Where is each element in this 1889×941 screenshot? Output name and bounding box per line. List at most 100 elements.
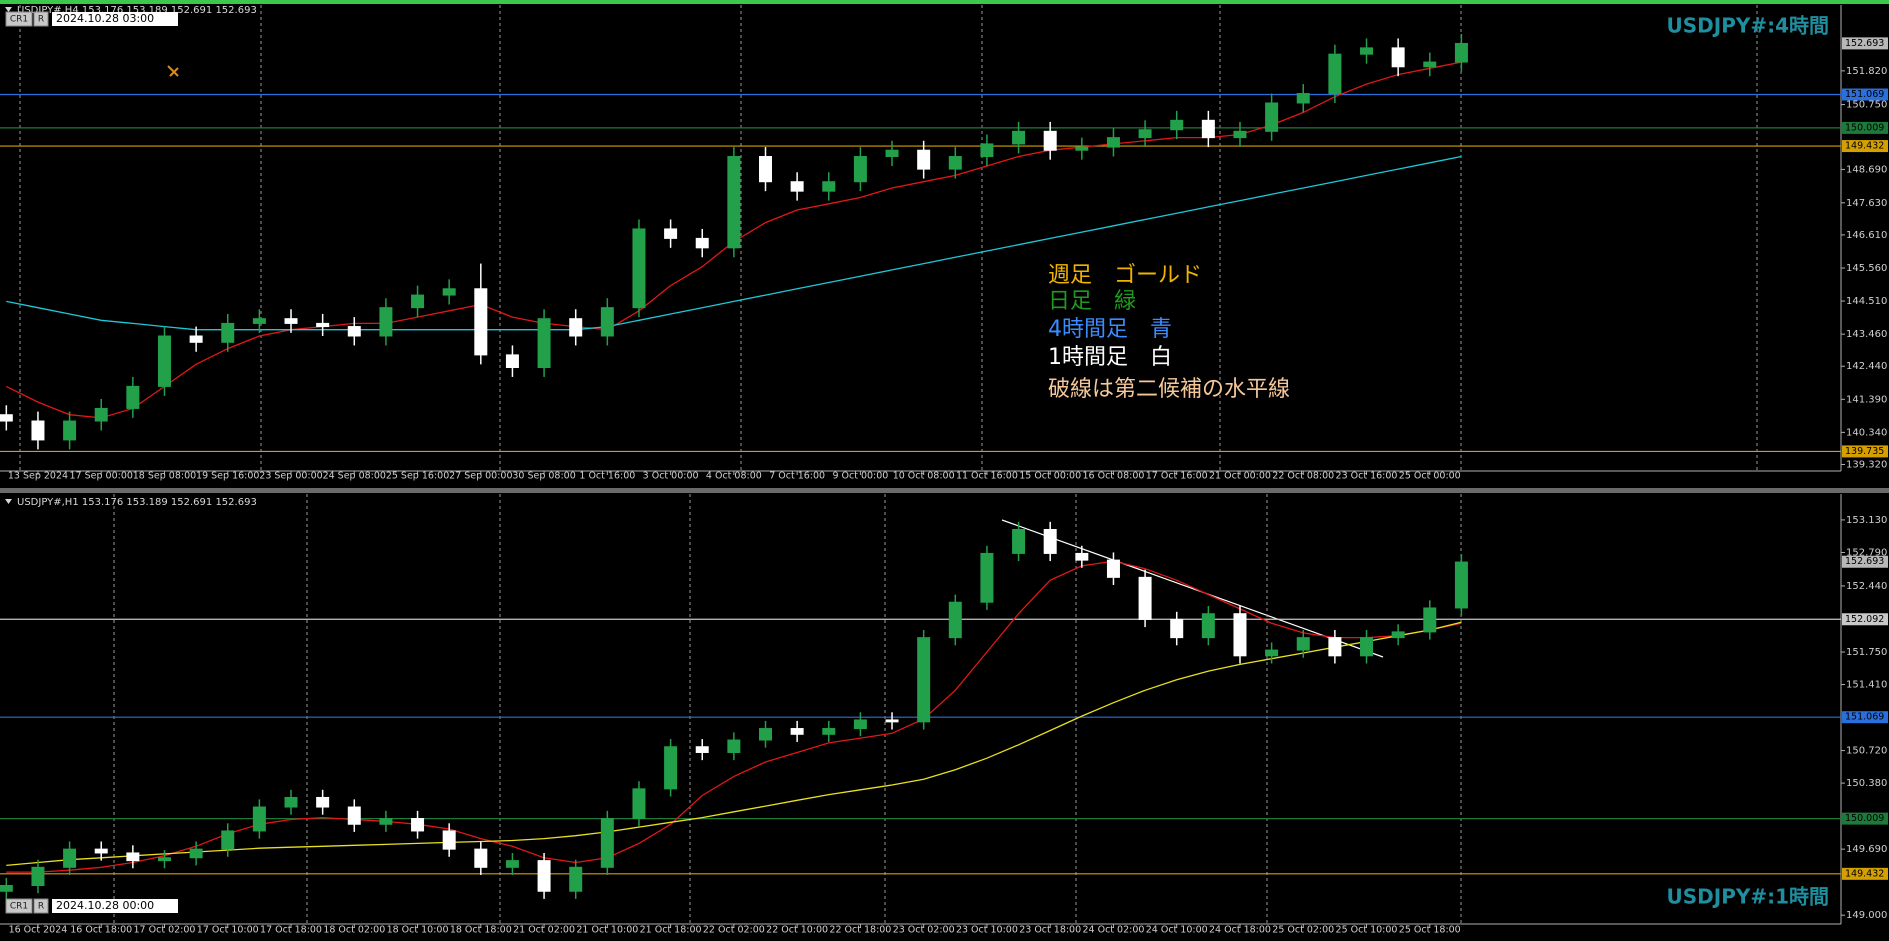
candle-body [948,601,962,639]
candle-body [1043,528,1057,554]
level-label: 150.009 [1845,813,1884,824]
x-tick-label: 25 Oct 02:00 [1272,925,1334,936]
level-tag [1842,812,1888,825]
candle-body [695,746,709,753]
x-tick-label: 22 Oct 18:00 [829,925,891,936]
candle-body [600,307,614,337]
level-label: 152.092 [1845,614,1884,625]
x-tick-label: 23 Sep 00:00 [259,471,322,482]
date-box [52,12,178,26]
candle-body [379,307,393,337]
candle-body [1201,119,1215,139]
candle-body [1265,649,1279,657]
candle-body [63,848,77,868]
y-tick-label: 145.560 [1846,263,1887,274]
candle-body [505,860,519,868]
candle-body [727,156,741,249]
x-tick-label: 17 Sep 00:00 [70,471,133,482]
toolbar-button-label[interactable]: R [38,902,44,912]
candle-body [474,288,488,356]
x-tick-label: 18 Sep 08:00 [133,471,196,482]
x-tick-label: 18 Oct 18:00 [450,925,512,936]
current-price-tag [1842,555,1888,568]
annotation: 週足 ゴールド [1048,263,1202,288]
candle-body [917,637,931,723]
candle-body [1043,130,1057,151]
candle-body [980,552,994,603]
candle-body [1138,576,1152,620]
candle-body [94,848,108,854]
toolbar-button [5,11,33,27]
collapse-arrow [5,7,12,12]
level-label: 150.009 [1845,122,1884,133]
candle-body [948,156,962,170]
y-tick-label: 148.690 [1846,164,1887,175]
x-tick-label: 19 Sep 16:00 [196,471,259,482]
x-tick-label: 23 Oct 02:00 [893,925,955,936]
candle-body [379,818,393,825]
x-tick-label: 24 Oct 02:00 [1082,925,1144,936]
candle-body [1328,53,1342,95]
level-label: 149.432 [1845,868,1884,879]
y-tick-label: 146.610 [1846,230,1887,241]
level-tag [1842,88,1888,101]
toolbar-button-label[interactable]: CR1 [10,902,28,912]
candle-body [31,420,45,441]
candle-body [252,318,266,324]
x-tick-label: 23 Oct 10:00 [956,925,1018,936]
y-tick-label: 150.380 [1846,778,1887,789]
toolbar-button-label[interactable]: CR1 [10,15,28,25]
level-tag [1842,711,1888,724]
candle-body [1012,130,1026,145]
candle-body [1233,613,1247,657]
candle-body [1012,528,1026,554]
x-tick-label: 21 Oct 00:00 [1209,471,1271,482]
candle-body [252,806,266,832]
candle-body [316,796,330,808]
candle-body [600,818,614,868]
x-tick-label: 30 Sep 08:00 [512,471,575,482]
moving-average [6,155,1462,331]
toolbar-button-label[interactable]: R [38,15,44,25]
candle-body [569,866,583,892]
y-tick-label: 147.630 [1846,198,1887,209]
level-tag [1842,445,1888,458]
candle-body [790,181,804,192]
candle-body [1391,631,1405,639]
x-tick-label: 4 Oct 08:00 [706,471,762,482]
x-tick-label: 10 Oct 08:00 [893,471,955,482]
candle-body [1454,42,1468,63]
candle-body [1296,637,1310,651]
toolbar-button [33,898,49,914]
candle-body [822,181,836,192]
level-label: 149.432 [1845,141,1884,152]
candle-body [126,385,140,409]
level-label: 151.069 [1845,89,1884,100]
candle-body [790,728,804,735]
chart-header: USDJPY#,H1 153.176 153.189 152.691 152.6… [17,497,257,508]
x-tick-label: 1 Oct 16:00 [579,471,635,482]
candle-body [537,318,551,368]
candle-body [347,806,361,825]
candle-body [664,228,678,239]
x-tick-label: 24 Sep 08:00 [323,471,386,482]
x-tick-label: 11 Oct 16:00 [956,471,1018,482]
candle-body [1265,102,1279,132]
x-tick-label: 18 Oct 02:00 [323,925,385,936]
candle-body [1360,637,1374,657]
candle-body [126,852,140,862]
candle-body [94,407,108,422]
x-tick-label: 16 Oct 2024 [9,925,68,936]
candle-body [63,420,77,441]
chart-header: USDJPY#,H4 153.176 153.189 152.691 152.6… [17,5,257,16]
candle-body [1454,561,1468,609]
annotation: 1時間足 白 [1048,345,1172,370]
y-tick-label: 150.720 [1846,746,1887,757]
candle-body [1075,146,1089,151]
annotation: 4時間足 青 [1048,317,1172,342]
toolbar-button [33,11,49,27]
x-tick-label: 21 Oct 18:00 [640,925,702,936]
candle-body [917,149,931,170]
x-tick-label: 21 Oct 10:00 [576,925,638,936]
